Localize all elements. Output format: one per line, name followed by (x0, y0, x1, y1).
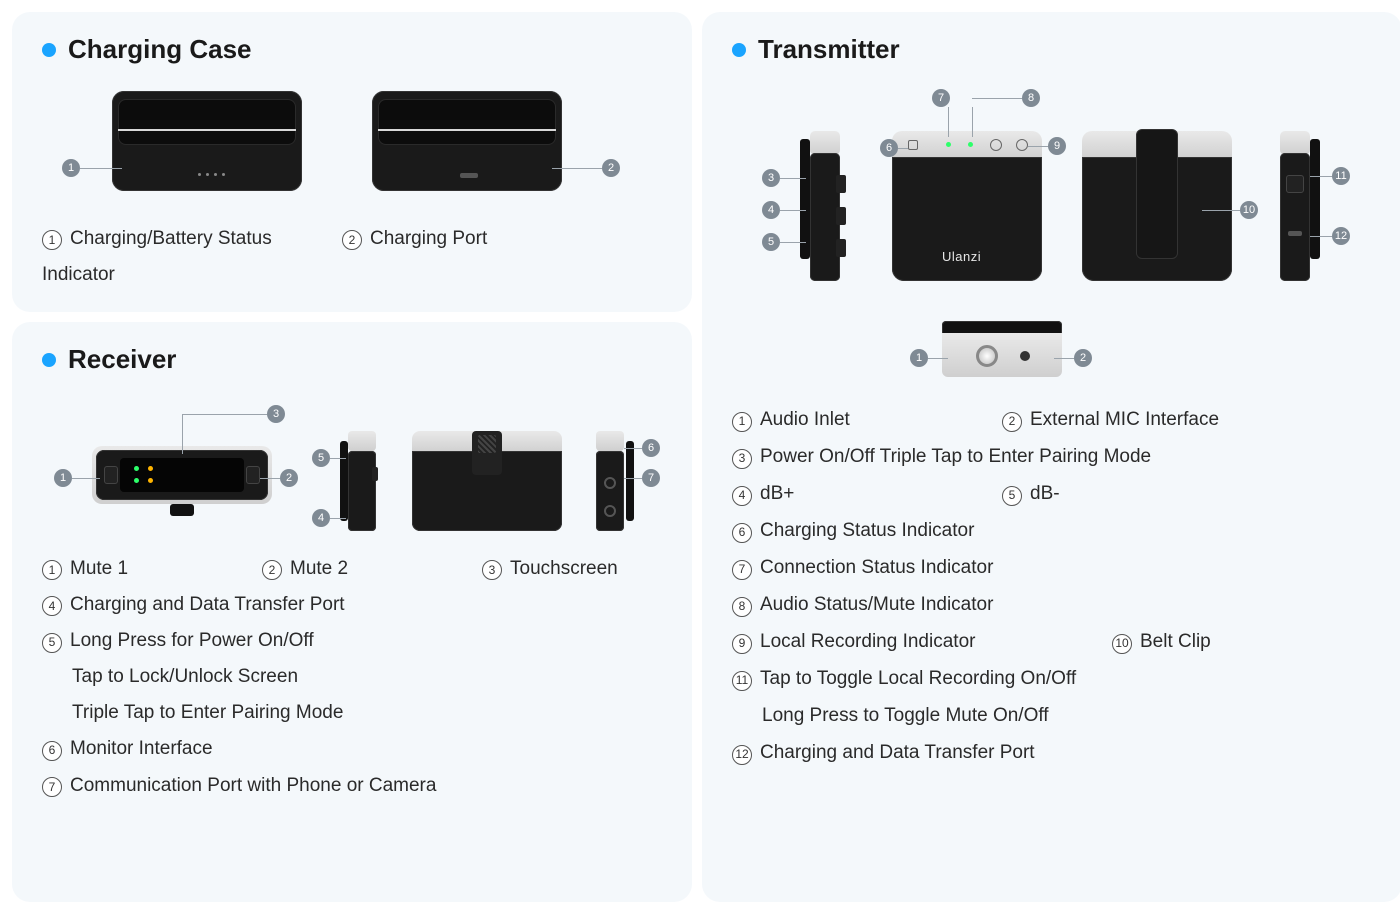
legend-transmitter: 1Audio Inlet 2External MIC Interface 3Po… (732, 401, 1372, 771)
panel-receiver: Receiver 1 2 3 5 4 (12, 322, 692, 902)
case-lid (118, 99, 296, 145)
callout-rx-5: 5 (312, 449, 330, 467)
bullet-icon (732, 43, 746, 57)
callout-rx-6: 6 (642, 439, 660, 457)
callout-rx-3: 3 (267, 405, 285, 423)
panel-transmitter: Transmitter 3 4 5 Ulanzi 6 (702, 12, 1400, 902)
callout-tx-9: 9 (1048, 137, 1066, 155)
device-rx-side2 (592, 431, 632, 531)
title-charging-case: Charging Case (42, 34, 662, 65)
device-tx-back (1082, 131, 1232, 281)
callout-2: 2 (602, 159, 620, 177)
callout-tx-5: 5 (762, 233, 780, 251)
callout-1: 1 (62, 159, 80, 177)
callout-tx-6: 6 (880, 139, 898, 157)
title-text: Receiver (68, 344, 176, 375)
diagram-charging: 1 2 (42, 81, 662, 221)
callout-rx-7: 7 (642, 469, 660, 487)
device-rx-side (342, 431, 382, 531)
bullet-icon (42, 43, 56, 57)
brand-label: Ulanzi (942, 249, 981, 264)
callout-tx-2: 2 (1074, 349, 1092, 367)
device-tx-bottom (942, 321, 1062, 377)
diagram-transmitter: 3 4 5 Ulanzi 6 7 8 9 (732, 81, 1372, 401)
title-text: Charging Case (68, 34, 252, 65)
device-rx-back (412, 431, 562, 531)
case-seam (118, 129, 296, 131)
callout-tx-10: 10 (1240, 201, 1258, 219)
callout-tx-11: 11 (1332, 167, 1350, 185)
title-transmitter: Transmitter (732, 34, 1372, 65)
legend-item-2: 2Charging Port (342, 221, 487, 293)
device-tx-side-left (802, 131, 848, 281)
callout-tx-3: 3 (762, 169, 780, 187)
device-case-front (112, 91, 302, 191)
bullet-icon (42, 353, 56, 367)
callout-tx-8: 8 (1022, 89, 1040, 107)
legend-item-1: 1Charging/Battery Status Indicator (42, 221, 302, 293)
device-case-back (372, 91, 562, 191)
callout-rx-1: 1 (54, 469, 72, 487)
device-tx-side-right (1272, 131, 1318, 281)
callout-tx-1: 1 (910, 349, 928, 367)
device-rx-top (92, 446, 272, 504)
title-text: Transmitter (758, 34, 900, 65)
panel-charging-case: Charging Case 1 2 1Charging/Battery Stat… (12, 12, 692, 312)
callout-rx-2: 2 (280, 469, 298, 487)
title-receiver: Receiver (42, 344, 662, 375)
legend-charging: 1Charging/Battery Status Indicator 2Char… (42, 221, 662, 293)
callout-tx-4: 4 (762, 201, 780, 219)
device-tx-front: Ulanzi (892, 131, 1042, 281)
diagram-receiver: 1 2 3 5 4 6 (42, 391, 662, 551)
callout-rx-4: 4 (312, 509, 330, 527)
legend-receiver: 1Mute 1 2Mute 2 3Touchscreen 4Charging a… (42, 551, 662, 804)
callout-tx-7: 7 (932, 89, 950, 107)
callout-tx-12: 12 (1332, 227, 1350, 245)
